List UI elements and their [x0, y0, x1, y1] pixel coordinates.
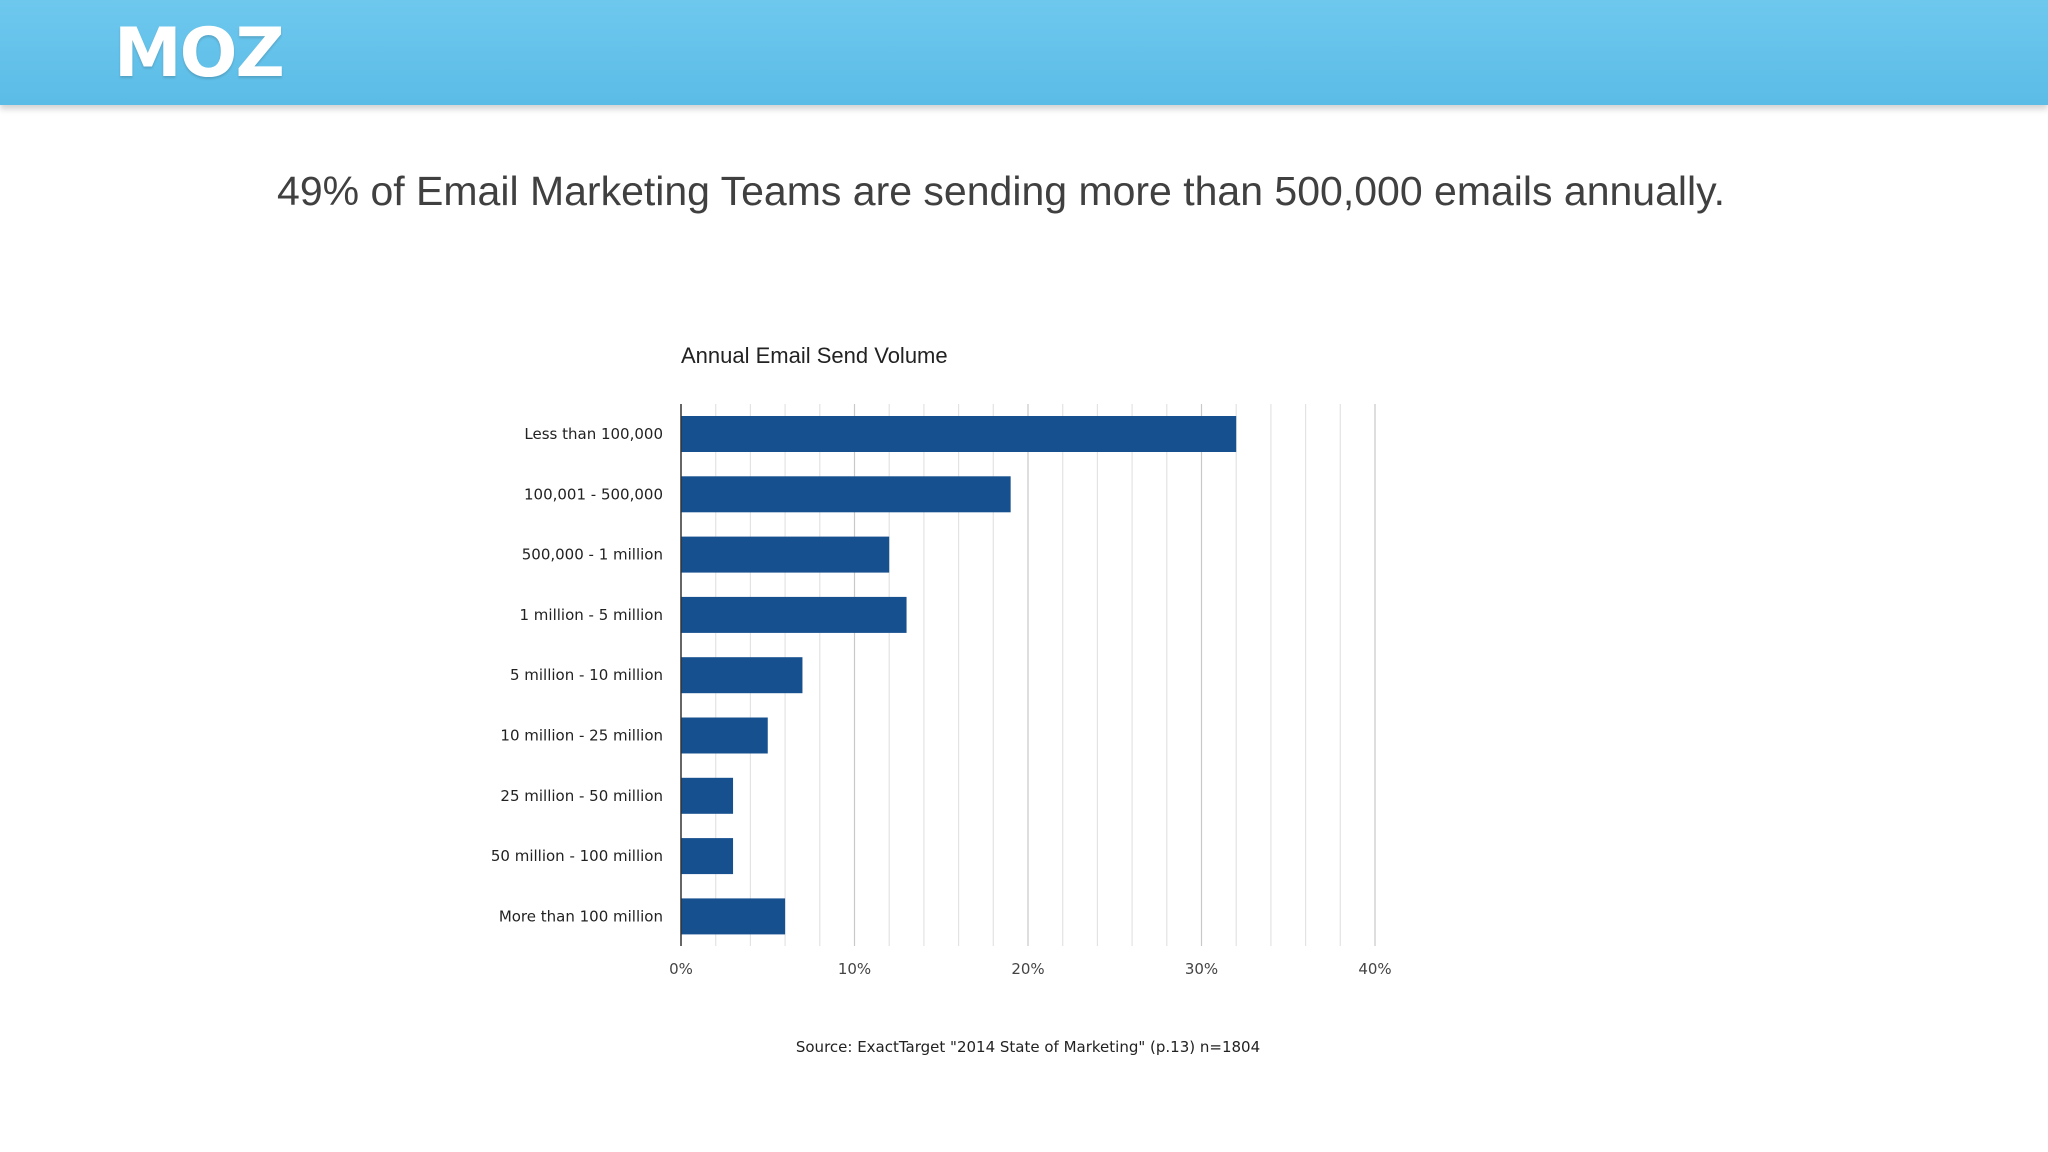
- category-label: 25 million - 50 million: [500, 787, 663, 805]
- category-label: 100,001 - 500,000: [524, 485, 663, 503]
- x-tick-label: 0%: [669, 960, 693, 978]
- category-label: 50 million - 100 million: [491, 847, 663, 865]
- category-label: Less than 100,000: [524, 425, 663, 443]
- bars: [681, 416, 1237, 935]
- bar: [681, 898, 786, 935]
- source-note: Source: ExactTarget "2014 State of Marke…: [796, 1038, 1260, 1056]
- category-label: 10 million - 25 million: [500, 727, 663, 745]
- x-tick-label: 20%: [1011, 960, 1044, 978]
- bar: [681, 657, 803, 694]
- header-band: MOZ: [0, 0, 2048, 105]
- bar: [681, 416, 1237, 452]
- x-tick-label: 30%: [1185, 960, 1218, 978]
- bar: [681, 838, 734, 875]
- slide-headline: 49% of Email Marketing Teams are sending…: [277, 168, 1725, 214]
- x-tick-label: 10%: [838, 960, 871, 978]
- x-tick-label: 40%: [1358, 960, 1391, 978]
- chart-title: Annual Email Send Volume: [681, 343, 948, 368]
- bar: [681, 596, 907, 633]
- x-axis-ticks: 0% 10% 20% 30% 40%: [669, 960, 1392, 978]
- category-label: 500,000 - 1 million: [522, 546, 663, 564]
- category-label: More than 100 million: [499, 907, 663, 925]
- bar: [681, 777, 734, 814]
- category-label: 1 million - 5 million: [519, 606, 663, 624]
- category-labels: Less than 100,000 100,001 - 500,000 500,00…: [491, 425, 663, 925]
- category-label: 5 million - 10 million: [510, 666, 663, 684]
- bar: [681, 476, 1011, 513]
- bar: [681, 536, 890, 573]
- moz-logo: MOZ: [114, 14, 285, 93]
- bar: [681, 717, 768, 754]
